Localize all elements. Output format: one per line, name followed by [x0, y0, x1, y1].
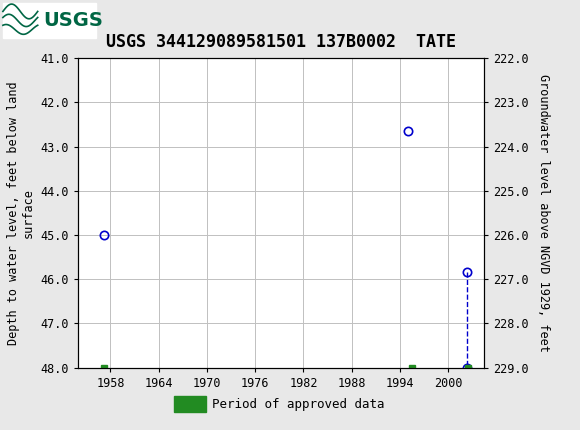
FancyBboxPatch shape: [3, 3, 96, 37]
FancyBboxPatch shape: [174, 396, 206, 412]
Text: Period of approved data: Period of approved data: [212, 398, 384, 411]
Title: USGS 344129089581501 137B0002  TATE: USGS 344129089581501 137B0002 TATE: [106, 33, 456, 51]
Y-axis label: Groundwater level above NGVD 1929, feet: Groundwater level above NGVD 1929, feet: [537, 74, 550, 352]
Text: USGS: USGS: [44, 11, 103, 30]
Y-axis label: Depth to water level, feet below land
surface: Depth to water level, feet below land su…: [7, 81, 35, 345]
